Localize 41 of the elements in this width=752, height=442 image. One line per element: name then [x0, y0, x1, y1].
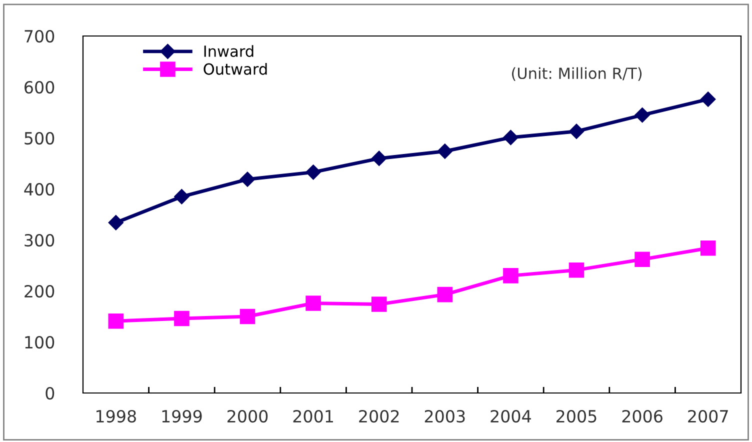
annotation: (Unit: Million R/T)	[512, 67, 642, 81]
y-tick-label: 400	[24, 182, 54, 196]
x-tick-label: 2006	[622, 410, 662, 423]
y-tick-label: 200	[24, 284, 54, 298]
legend-label: Inward	[204, 45, 254, 57]
y-tick-label: 100	[25, 336, 54, 349]
point	[174, 310, 190, 326]
point	[437, 144, 452, 159]
point	[700, 92, 716, 107]
y-tick-label: 0	[46, 386, 54, 400]
point	[108, 215, 124, 230]
point	[240, 308, 256, 324]
point	[372, 150, 387, 166]
x-tick-label: 2000	[228, 410, 268, 423]
legend-label: Outward	[204, 63, 267, 75]
y-tick-label: 700	[24, 30, 54, 43]
point	[306, 164, 321, 180]
point	[240, 172, 256, 187]
x-tick-label: 1999	[162, 410, 202, 423]
point	[108, 313, 124, 329]
x-tick-label: 2004	[490, 410, 531, 423]
y-tick-label: 500	[24, 132, 54, 145]
point	[437, 286, 453, 302]
point	[700, 240, 716, 256]
y-tick-label: 300	[24, 234, 54, 247]
point	[174, 189, 190, 204]
x-tick-label: 2001	[293, 410, 333, 423]
x-tick-label: 1998	[96, 410, 136, 423]
point	[503, 130, 518, 146]
x-tick-label: 2007	[688, 410, 728, 423]
x-tick-label: 2003	[424, 410, 465, 423]
point	[568, 124, 584, 139]
point	[568, 262, 584, 278]
point	[634, 252, 650, 268]
x-tick-label: 2002	[359, 410, 399, 423]
point	[371, 296, 387, 312]
y-tick-label: 600	[24, 80, 54, 94]
point	[503, 268, 518, 284]
point	[306, 296, 321, 311]
x-tick-label: 2005	[556, 410, 596, 423]
point	[634, 107, 650, 123]
